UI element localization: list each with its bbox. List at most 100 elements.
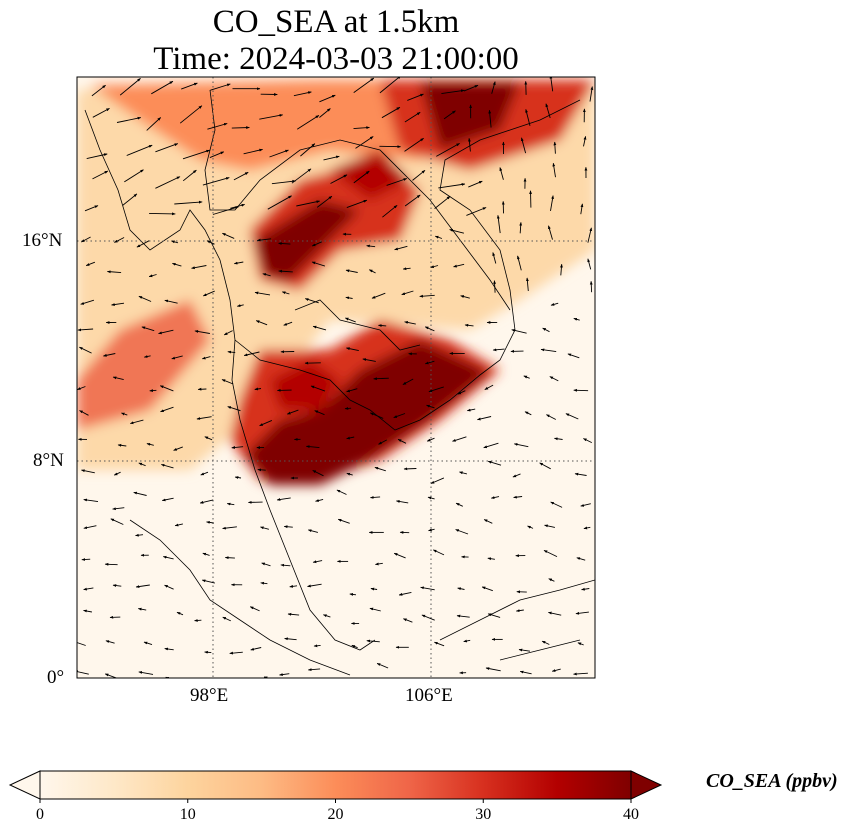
wind-vector-arrow [422, 680, 435, 681]
wind-vector-arrow [402, 680, 415, 681]
colorbar-tick-label: 40 [623, 806, 639, 823]
wind-vector-arrow [487, 613, 501, 618]
wind-vector-arrow [111, 302, 125, 306]
wind-vector-arrow [565, 413, 579, 420]
wind-vector-arrow [79, 346, 92, 354]
map-subtitle-time: Time: 2024-03-03 21:00:00 [153, 41, 519, 77]
wind-vector-arrow [493, 280, 497, 293]
wind-vector-arrow [430, 265, 439, 269]
wind-vector-arrow [455, 502, 463, 507]
wind-vector-arrow [229, 651, 243, 655]
wind-vector-arrow [464, 323, 474, 327]
wind-vector-arrow [404, 137, 424, 152]
wind-vector-arrow [210, 83, 231, 91]
wind-vector-arrow [227, 406, 241, 412]
wind-vector-arrow [138, 462, 146, 467]
wind-vector-arrow [527, 525, 534, 529]
wind-vector-arrow [353, 170, 370, 184]
wind-vector-arrow [523, 375, 530, 379]
wind-vector-arrow [518, 648, 531, 652]
wind-vector-arrow [560, 263, 563, 276]
wind-vector-arrow [337, 518, 350, 524]
wind-vector-arrow [573, 672, 588, 676]
wind-vector-arrow [581, 587, 590, 591]
colorbar-tick-label: 20 [327, 806, 344, 823]
wind-vector-arrow [404, 194, 421, 207]
wind-vector-arrow [424, 326, 435, 332]
wind-vector-arrow [345, 269, 358, 273]
wind-vector-arrow [104, 562, 118, 566]
wind-vector-arrow [107, 270, 122, 274]
wind-vector-arrow [204, 436, 213, 441]
colorbar-extend-min [8, 770, 41, 800]
wind-vector-arrow [278, 269, 293, 273]
wind-vector-arrow [112, 584, 122, 588]
wind-vector-arrow [583, 526, 591, 530]
wind-vector-arrow [575, 611, 589, 615]
wind-vector-arrow [549, 376, 559, 382]
wind-vector-arrow [224, 556, 235, 560]
colorbar-tick-label: 30 [475, 806, 492, 823]
wind-vector-arrow [249, 606, 260, 612]
wind-vector-arrow [449, 228, 465, 234]
wind-vector-arrow [492, 252, 497, 264]
wind-vector-arrow [84, 205, 99, 212]
wind-vector-arrow [202, 177, 230, 186]
wind-vector-arrow [255, 320, 268, 326]
wind-vector-arrow [517, 255, 522, 271]
wind-vector-arrow [77, 670, 89, 675]
wind-vector-arrow [369, 607, 381, 612]
wind-vector-arrow [116, 116, 142, 123]
wind-vector-arrow [394, 245, 408, 251]
wind-vector-arrow [231, 446, 244, 449]
wind-vector-arrow [463, 84, 479, 92]
wind-vector-arrow [481, 586, 493, 592]
wind-vector-arrow [194, 330, 210, 334]
wind-vector-arrow [353, 126, 370, 130]
wind-vector-arrow [137, 607, 147, 611]
wind-vector-arrow [79, 410, 89, 416]
wind-vector-arrow [313, 644, 321, 648]
wind-vector-arrow [336, 489, 347, 495]
wind-vector-arrow [420, 586, 435, 591]
wind-vector-arrow [460, 295, 470, 299]
wind-vector-arrow [311, 261, 326, 267]
wind-vector-arrow [77, 328, 94, 332]
wind-vector-arrow [124, 169, 144, 183]
wind-vector-arrow [280, 563, 291, 567]
wind-vector-arrow [171, 355, 183, 360]
wind-vector-arrow [351, 644, 358, 649]
wind-vector-arrow [520, 137, 527, 154]
wind-vector-arrow [269, 149, 289, 158]
wind-vector-arrow [146, 442, 154, 446]
wind-vector-arrow [573, 388, 589, 392]
wind-vector-arrow [77, 386, 86, 391]
lat-tick-label: 16°N [22, 230, 63, 251]
wind-vector-arrow [511, 329, 527, 334]
wind-vector-arrow [421, 614, 435, 621]
wind-vector-arrow [483, 519, 493, 524]
wind-vector-arrow [550, 302, 559, 306]
wind-vector-arrow [305, 445, 320, 449]
lat-tick-label: 8°N [33, 450, 64, 471]
wind-vector-arrow [121, 412, 128, 416]
wind-vector-arrow [164, 584, 174, 590]
wind-vector-arrow [546, 414, 557, 420]
colorbar [8, 770, 663, 803]
wind-vector-arrow [370, 495, 381, 499]
wind-vector-arrow [463, 639, 471, 643]
wind-vector-arrow [191, 265, 207, 270]
wind-vector-arrow [427, 496, 435, 500]
colorbar-gradient [39, 770, 632, 800]
wind-vector-arrow [174, 200, 203, 205]
wind-vector-arrow [403, 618, 413, 623]
wind-vector-arrow [402, 378, 414, 385]
wind-vector-arrow [438, 183, 466, 189]
wind-vector-arrow [158, 329, 174, 335]
map-title: CO_SEA at 1.5km [212, 4, 460, 40]
wind-vector-arrow [587, 258, 592, 270]
wind-vector-arrow [548, 611, 562, 616]
wind-vector-arrow [574, 472, 587, 476]
wind-vector-arrow [407, 93, 424, 101]
wind-vector-arrow [436, 143, 460, 157]
